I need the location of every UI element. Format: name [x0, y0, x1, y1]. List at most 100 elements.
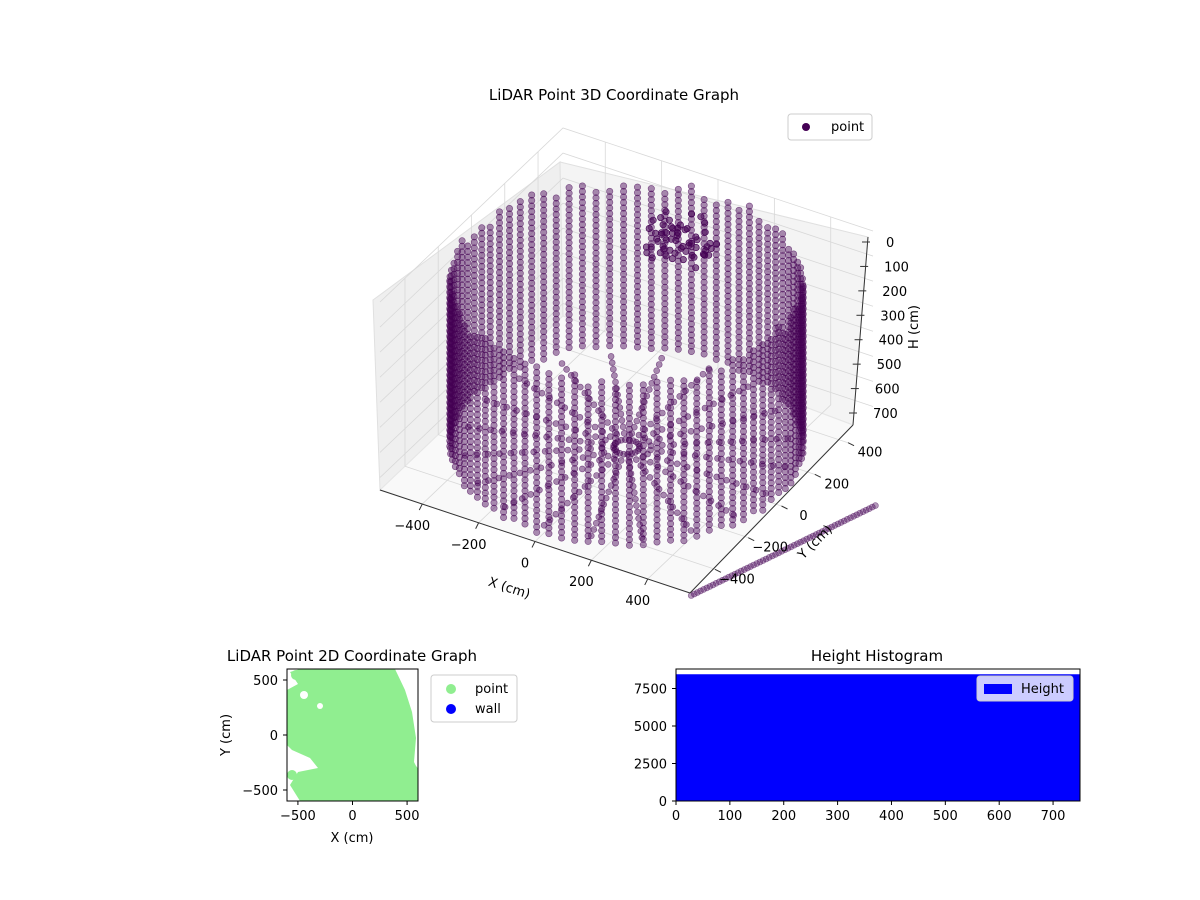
z-axis-label-3d: H (cm) [907, 305, 922, 349]
point-marker [755, 234, 763, 242]
y-tick-label-3d: 200 [824, 477, 849, 492]
point-marker [724, 281, 732, 289]
point-marker [661, 278, 669, 286]
point-marker [647, 344, 655, 352]
point-marker [656, 435, 663, 443]
point-marker [712, 328, 720, 336]
point-marker [633, 332, 641, 340]
point-marker [606, 270, 614, 278]
point-marker [785, 306, 793, 314]
point-marker [484, 450, 492, 458]
point-marker [615, 397, 623, 405]
point-marker [590, 401, 598, 409]
point-marker [669, 503, 677, 511]
point-marker [797, 454, 805, 462]
point-marker [745, 252, 753, 260]
chart-2d-title: LiDAR Point 2D Coordinate Graph [227, 647, 477, 665]
point-marker [633, 211, 641, 219]
point-marker [779, 390, 787, 398]
point-marker [647, 328, 655, 336]
point-marker [671, 249, 679, 257]
grid-line-z [379, 252, 874, 428]
point-marker [630, 489, 638, 497]
point-marker [785, 356, 793, 364]
point-marker [764, 268, 772, 276]
x-tick-label-hist: 700 [1041, 809, 1066, 824]
point-marker [745, 351, 753, 359]
point-marker [569, 494, 577, 501]
point-marker [662, 468, 669, 476]
point-marker [561, 404, 569, 412]
point-marker [779, 230, 787, 238]
point-marker [755, 333, 763, 341]
point-marker [775, 483, 783, 491]
point-marker [779, 340, 787, 348]
point-marker [755, 228, 763, 236]
point-marker [633, 502, 640, 509]
point-marker [779, 373, 787, 381]
point-marker [677, 478, 685, 485]
point-marker [764, 306, 772, 314]
point-marker [661, 272, 669, 280]
x-tick-label-2d: −500 [280, 809, 316, 824]
point-marker [724, 276, 732, 284]
point-marker [785, 284, 793, 292]
point-marker [653, 538, 661, 546]
point-marker [523, 380, 531, 387]
point-marker [724, 303, 732, 311]
point-marker [592, 519, 600, 527]
point-marker [764, 273, 772, 281]
point-marker [473, 493, 481, 501]
point-marker [785, 256, 793, 264]
point-marker [651, 229, 659, 237]
point-marker [631, 449, 639, 456]
point-marker [724, 198, 732, 206]
point-marker [775, 472, 783, 480]
point-marker [764, 251, 772, 259]
point-marker [745, 329, 753, 337]
point-marker [745, 246, 753, 254]
point-marker [661, 283, 669, 291]
point-marker [620, 265, 628, 273]
point-marker [779, 263, 787, 271]
point-marker [712, 344, 720, 352]
point-marker [712, 256, 720, 264]
point-marker [650, 373, 658, 381]
y-tick-label-hist: 5000 [634, 720, 667, 735]
point-marker [606, 204, 614, 212]
grid-line-z [379, 303, 874, 478]
point-marker [735, 239, 743, 247]
point-marker [790, 410, 798, 418]
point-marker [620, 287, 628, 295]
point-marker [693, 376, 701, 384]
point-marker [683, 225, 691, 233]
point-marker [687, 270, 695, 278]
point-marker [606, 276, 614, 284]
x-tick-label-2d: 500 [395, 809, 420, 824]
y-tick-label-2d: 0 [270, 729, 278, 744]
point-marker [688, 239, 696, 247]
histogram-title: Height Histogram [811, 647, 943, 665]
point-marker [785, 312, 793, 320]
point-marker [667, 536, 675, 544]
point-marker [781, 451, 789, 459]
point-marker [785, 389, 793, 397]
point-marker [745, 274, 753, 282]
point-marker [669, 473, 677, 480]
point-marker [712, 306, 720, 314]
point-marker [781, 407, 789, 415]
point-marker [490, 504, 498, 512]
point-marker [735, 212, 743, 220]
point-marker [633, 216, 641, 224]
point-marker [645, 386, 653, 393]
point-marker [759, 506, 767, 514]
point-marker [553, 478, 560, 485]
point-marker [785, 251, 793, 259]
point-marker [764, 262, 772, 270]
point-marker [569, 456, 576, 464]
point-marker [747, 459, 755, 466]
point-marker [510, 514, 518, 522]
point-marker [729, 521, 737, 529]
point-marker [661, 344, 669, 352]
point-marker [606, 221, 614, 229]
